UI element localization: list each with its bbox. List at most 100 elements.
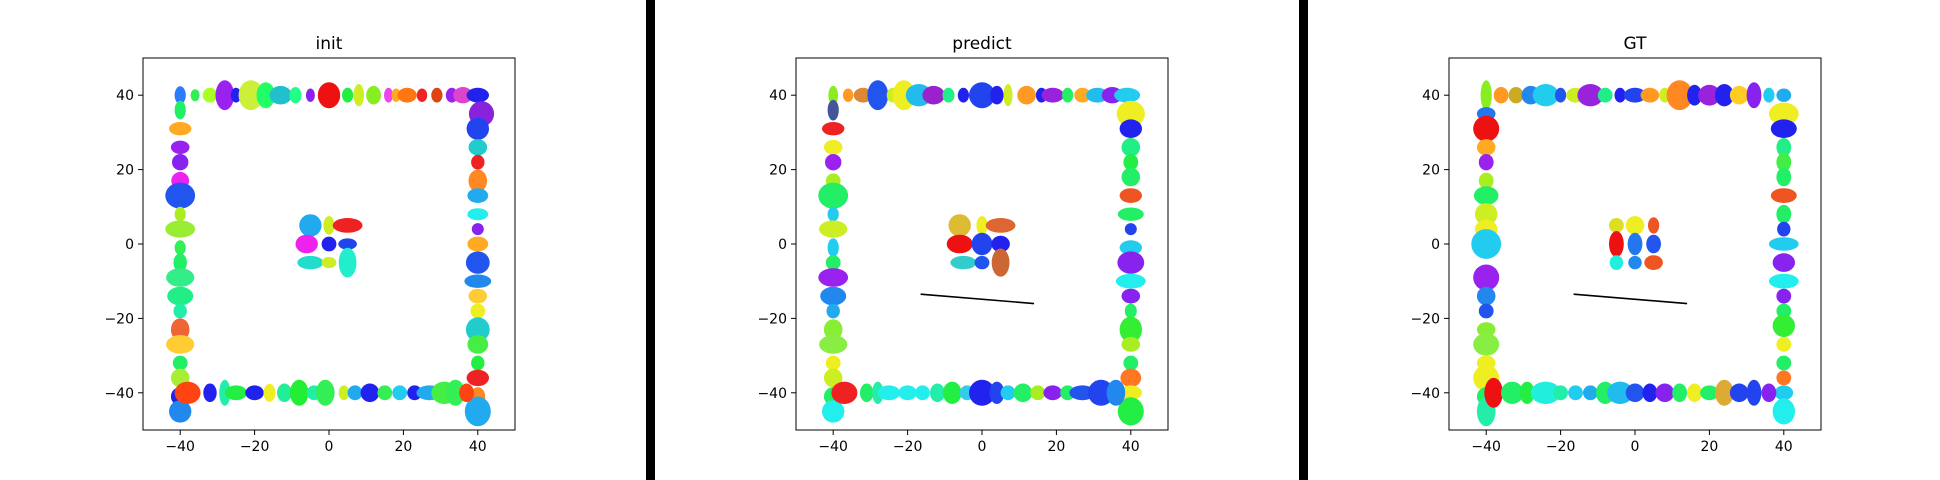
data-ellipse [170,318,190,341]
data-ellipse [467,335,489,354]
data-ellipse [321,236,337,252]
data-ellipse [1776,138,1792,157]
y-tick-label: 20 [116,163,134,179]
data-ellipse [1124,223,1137,236]
data-ellipse [991,235,1010,253]
data-ellipse [1772,253,1796,272]
data-ellipse [203,383,217,403]
data-ellipse [174,240,186,256]
chart-title: init [316,34,343,54]
y-tick-label: 40 [769,88,787,104]
data-ellipse [1646,234,1661,254]
y-tick-label: −20 [1410,311,1440,327]
data-ellipse [166,268,195,287]
data-ellipse [1577,84,1604,107]
data-ellipse [391,88,401,102]
data-ellipse [466,87,489,103]
data-ellipse [1501,381,1524,404]
y-tick-label: 0 [125,237,134,253]
data-ellipse [1123,355,1139,371]
y-tick-label: 40 [116,88,134,104]
data-ellipse [215,80,235,111]
y-tick-label: −40 [104,386,134,402]
data-ellipse [1715,84,1734,107]
data-ellipse [950,255,977,270]
chart-title: predict [952,34,1012,54]
data-ellipse [316,379,335,406]
data-ellipse [1640,87,1660,103]
data-ellipse [1777,221,1791,237]
data-ellipse [1776,167,1792,187]
data-ellipse [974,255,990,270]
data-ellipse [277,383,292,403]
x-tick-label: 40 [1122,439,1140,455]
y-tick-label: −20 [104,311,134,327]
data-ellipse [990,85,1004,105]
data-ellipse [1607,381,1634,404]
x-tick-label: 0 [978,439,987,455]
trajectory-line [1573,293,1688,305]
data-ellipse [1627,232,1643,256]
data-ellipse [1774,385,1794,401]
data-ellipse [289,87,302,104]
x-tick-label: 0 [1631,439,1640,455]
data-ellipse [1772,398,1796,425]
data-ellipse [338,247,357,278]
data-ellipse [1729,383,1749,403]
data-ellipse [1768,102,1799,126]
data-ellipse [1530,381,1561,404]
data-ellipse [825,255,841,270]
data-ellipse [991,248,1010,277]
data-ellipse [969,82,995,109]
data-ellipse [1123,154,1139,171]
data-ellipse [957,87,970,103]
data-ellipse [1746,82,1762,109]
y-tick-label: 0 [1431,237,1440,253]
data-ellipse [256,82,276,109]
data-ellipse [224,385,248,401]
data-ellipse [922,85,945,105]
data-ellipse [305,88,315,102]
data-ellipse [942,87,955,103]
data-ellipse [1478,303,1494,319]
data-ellipse [1074,87,1091,103]
y-tick-label: 40 [1422,88,1440,104]
data-ellipse [190,89,200,102]
data-ellipse [828,85,838,105]
data-ellipse [174,381,201,404]
data-ellipse [170,140,190,154]
data-ellipse [392,385,408,401]
data-ellipse [453,87,473,104]
data-ellipse [827,99,839,121]
data-ellipse [1476,139,1496,156]
data-ellipse [1106,379,1126,406]
data-ellipse [1003,84,1013,107]
data-ellipse [819,335,848,354]
data-ellipse [467,236,489,252]
data-ellipse [1644,255,1663,270]
data-ellipse [1776,370,1792,386]
data-ellipse [317,82,341,109]
data-ellipse [1473,186,1499,205]
x-tick-label: 40 [1775,439,1793,455]
data-ellipse [1473,264,1500,291]
data-ellipse [1746,379,1762,406]
data-ellipse [1776,337,1792,352]
data-ellipse [823,139,843,155]
data-ellipse [245,385,264,401]
data-ellipse [1729,85,1749,105]
data-ellipse [1475,203,1498,226]
data-ellipse [971,232,993,256]
data-ellipse [1041,87,1064,103]
data-ellipse [1119,188,1143,204]
data-ellipse [470,303,486,319]
data-ellipse [989,381,1005,404]
data-ellipse [1597,87,1613,103]
data-ellipse [468,139,488,156]
data-ellipse [467,208,489,221]
data-ellipse [172,355,188,371]
data-ellipse [172,154,189,171]
data-ellipse [1776,88,1792,102]
data-ellipse [169,400,192,423]
data-ellipse [1776,288,1792,304]
